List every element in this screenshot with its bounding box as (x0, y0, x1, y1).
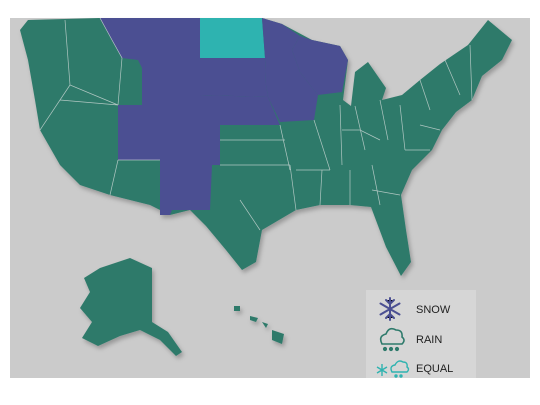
south-dakota (200, 58, 268, 97)
legend-label: RAIN (416, 334, 442, 346)
north-dakota (200, 18, 265, 58)
equal-icon (376, 360, 410, 378)
snow-icon (379, 297, 401, 321)
iowa (266, 85, 318, 122)
hawaii (234, 306, 284, 344)
wisconsin (292, 36, 348, 95)
legend: SNOW RAIN EQUAL (376, 297, 453, 378)
new-mexico (160, 165, 212, 215)
wyoming (142, 68, 200, 118)
minnesota (262, 18, 310, 85)
utah (118, 105, 160, 160)
colorado (160, 115, 220, 165)
legend-label: SNOW (416, 304, 451, 316)
alaska (80, 258, 182, 356)
montana (100, 18, 200, 68)
border-lines (39, 17, 473, 231)
state-borders (39, 17, 473, 231)
legend-label: EQUAL (416, 363, 453, 375)
states (20, 18, 512, 356)
rain-icon (379, 327, 405, 352)
